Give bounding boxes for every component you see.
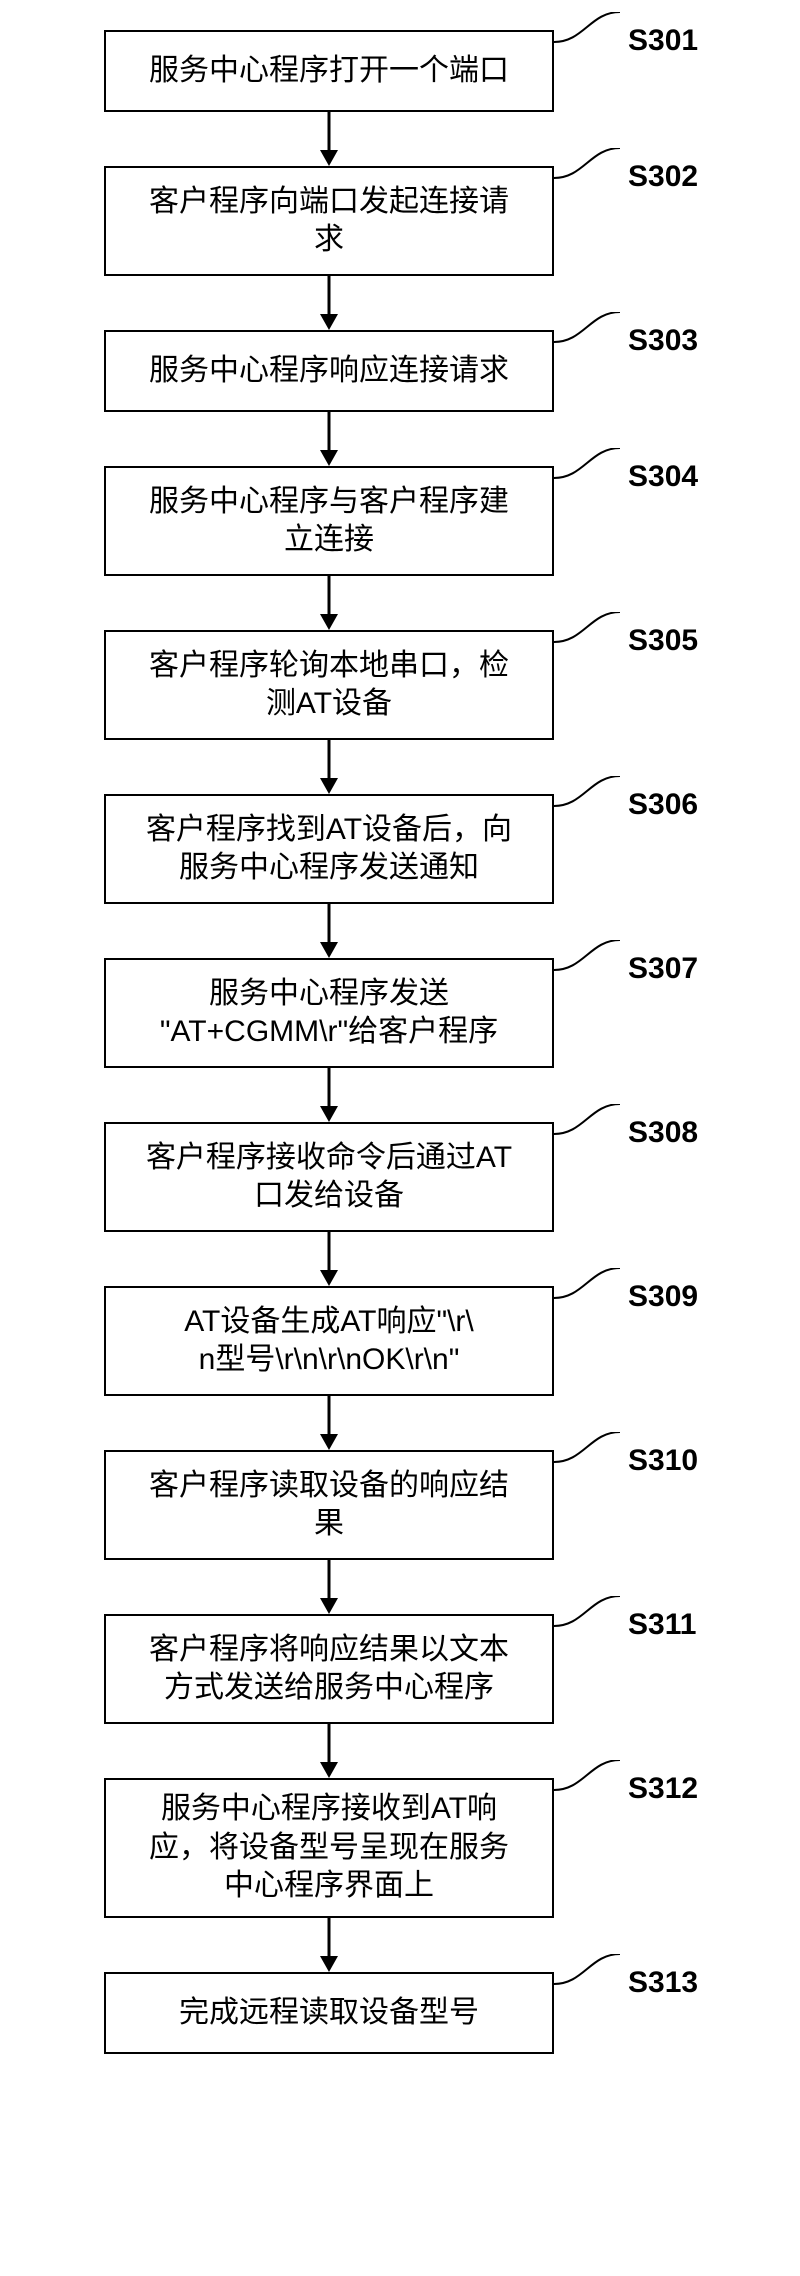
leader-line xyxy=(554,448,624,482)
leader-line xyxy=(554,1432,624,1466)
flow-arrow xyxy=(315,1396,343,1450)
leader-line xyxy=(554,612,624,646)
leader-line xyxy=(554,1104,624,1138)
flow-node-S311: 客户程序将响应结果以文本 方式发送给服务中心程序 xyxy=(104,1614,554,1724)
flow-arrow xyxy=(315,1232,343,1286)
flow-arrow xyxy=(315,740,343,794)
flow-arrow xyxy=(315,904,343,958)
step-label-S303: S303 xyxy=(628,324,698,358)
flow-arrow xyxy=(315,576,343,630)
leader-line xyxy=(554,1760,624,1794)
leader-line xyxy=(554,148,624,182)
step-label-S306: S306 xyxy=(628,788,698,822)
flow-node-text: 完成远程读取设备型号 xyxy=(179,1994,479,2032)
flow-arrow xyxy=(315,276,343,330)
flow-node-text: 服务中心程序响应连接请求 xyxy=(149,352,509,390)
flow-node-S303: 服务中心程序响应连接请求 xyxy=(104,330,554,412)
flow-node-text: 客户程序读取设备的响应结 果 xyxy=(149,1467,509,1544)
step-label-S311: S311 xyxy=(628,1608,696,1642)
leader-line xyxy=(554,1268,624,1302)
step-label-S305: S305 xyxy=(628,624,698,658)
step-label-S309: S309 xyxy=(628,1280,698,1314)
flow-node-text: 服务中心程序接收到AT响 应，将设备型号呈现在服务 中心程序界面上 xyxy=(149,1790,509,1905)
step-label-S307: S307 xyxy=(628,952,698,986)
flow-node-S307: 服务中心程序发送 "AT+CGMM\r"给客户程序 xyxy=(104,958,554,1068)
step-label-S304: S304 xyxy=(628,460,698,494)
flow-node-S312: 服务中心程序接收到AT响 应，将设备型号呈现在服务 中心程序界面上 xyxy=(104,1778,554,1918)
step-label-S310: S310 xyxy=(628,1444,698,1478)
flow-node-S310: 客户程序读取设备的响应结 果 xyxy=(104,1450,554,1560)
flow-node-S306: 客户程序找到AT设备后，向 服务中心程序发送通知 xyxy=(104,794,554,904)
flow-node-text: 客户程序接收命令后通过AT 口发给设备 xyxy=(146,1139,512,1216)
flow-arrow xyxy=(315,1918,343,1972)
leader-line xyxy=(554,1954,624,1988)
flow-arrow xyxy=(315,1068,343,1122)
step-label-S302: S302 xyxy=(628,160,698,194)
flow-node-text: AT设备生成AT响应"\r\ n型号\r\n\r\nOK\r\n" xyxy=(184,1303,474,1380)
flow-node-text: 服务中心程序发送 "AT+CGMM\r"给客户程序 xyxy=(160,975,498,1052)
flow-arrow xyxy=(315,112,343,166)
flow-arrow xyxy=(315,1560,343,1614)
flow-node-text: 服务中心程序与客户程序建 立连接 xyxy=(149,483,509,560)
flow-node-text: 服务中心程序打开一个端口 xyxy=(149,52,509,90)
flow-node-S305: 客户程序轮询本地串口，检 测AT设备 xyxy=(104,630,554,740)
flow-node-S301: 服务中心程序打开一个端口 xyxy=(104,30,554,112)
leader-line xyxy=(554,312,624,346)
flow-node-text: 客户程序轮询本地串口，检 测AT设备 xyxy=(149,647,509,724)
leader-line xyxy=(554,776,624,810)
step-label-S301: S301 xyxy=(628,24,698,58)
flow-node-S313: 完成远程读取设备型号 xyxy=(104,1972,554,2054)
flow-arrow xyxy=(315,412,343,466)
flow-node-text: 客户程序将响应结果以文本 方式发送给服务中心程序 xyxy=(149,1631,509,1708)
flow-node-text: 客户程序找到AT设备后，向 服务中心程序发送通知 xyxy=(146,811,512,888)
leader-line xyxy=(554,12,624,46)
flow-node-S304: 服务中心程序与客户程序建 立连接 xyxy=(104,466,554,576)
flow-arrow xyxy=(315,1724,343,1778)
leader-line xyxy=(554,940,624,974)
flow-node-S302: 客户程序向端口发起连接请 求 xyxy=(104,166,554,276)
step-label-S308: S308 xyxy=(628,1116,698,1150)
flowchart-canvas: 服务中心程序打开一个端口客户程序向端口发起连接请 求服务中心程序响应连接请求服务… xyxy=(0,0,800,2276)
step-label-S313: S313 xyxy=(628,1966,698,2000)
flow-node-S308: 客户程序接收命令后通过AT 口发给设备 xyxy=(104,1122,554,1232)
step-label-S312: S312 xyxy=(628,1772,698,1806)
flow-node-text: 客户程序向端口发起连接请 求 xyxy=(149,183,509,260)
flow-node-S309: AT设备生成AT响应"\r\ n型号\r\n\r\nOK\r\n" xyxy=(104,1286,554,1396)
leader-line xyxy=(554,1596,624,1630)
